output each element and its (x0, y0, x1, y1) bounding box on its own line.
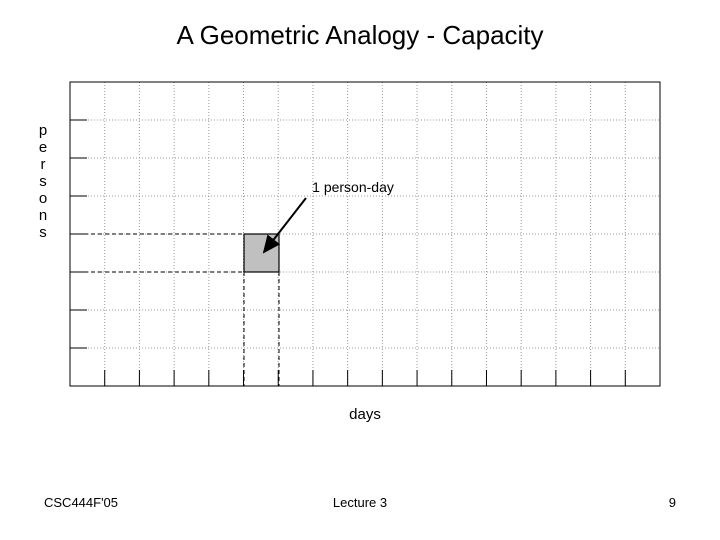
footer-center: Lecture 3 (332, 495, 388, 510)
slide-title: A Geometric Analogy - Capacity (176, 20, 544, 50)
footer-left: CSC444F'05 (44, 495, 119, 510)
guide-lines (70, 233, 280, 386)
annotation: 1 person-day (312, 179, 394, 195)
grid (70, 82, 660, 386)
arrow (262, 197, 307, 254)
footer-right: 9 (668, 495, 676, 510)
x-axis-label: days (349, 406, 381, 423)
y-axis-label: persons (34, 122, 52, 241)
